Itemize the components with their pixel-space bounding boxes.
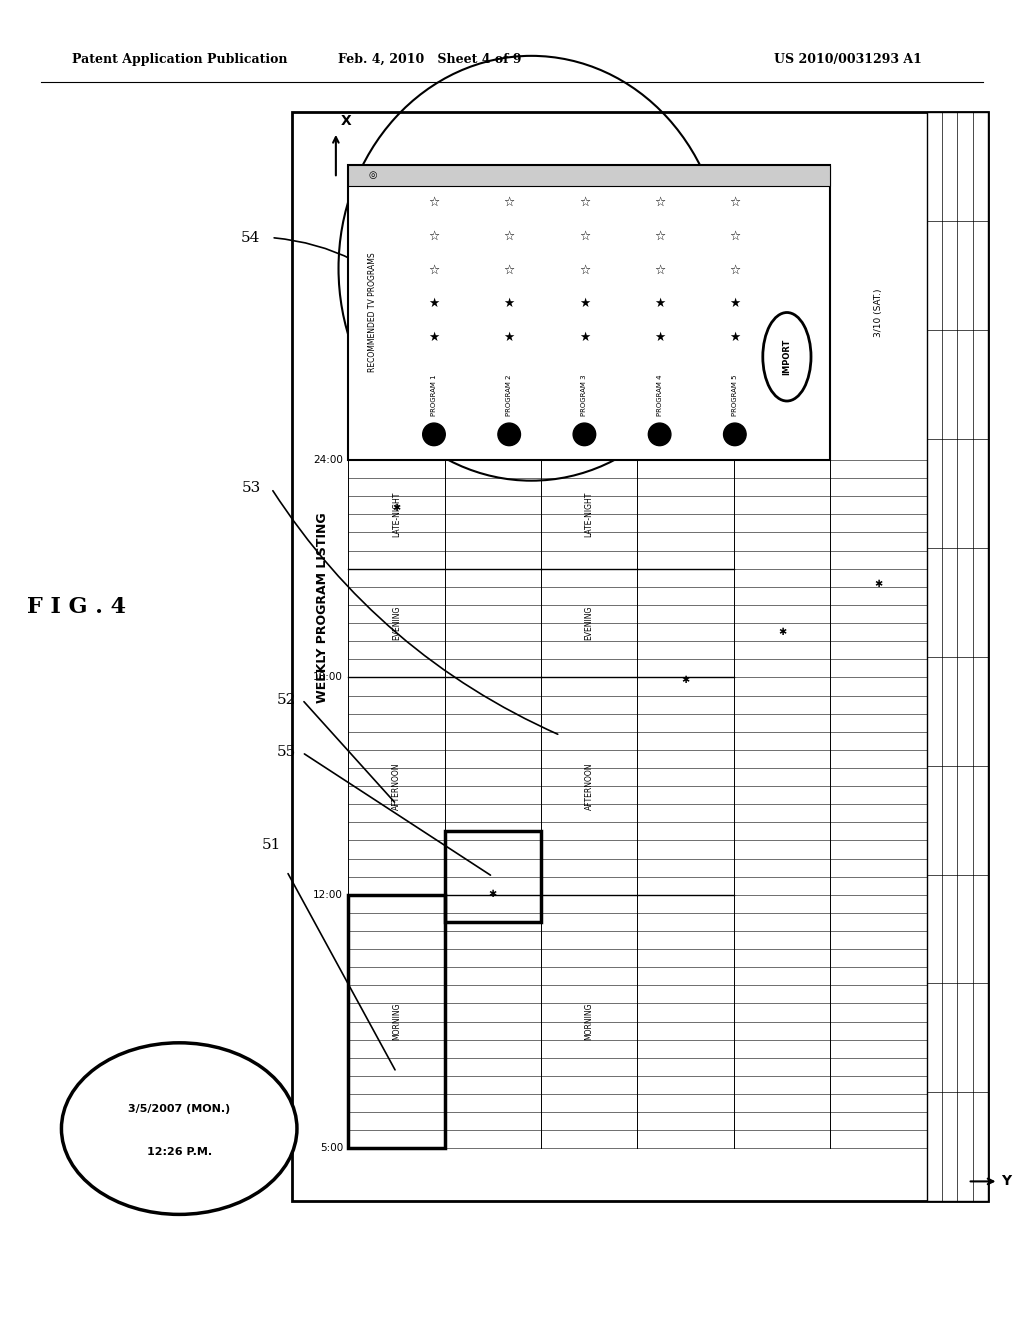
Bar — [927, 112, 988, 1201]
Text: MORNING: MORNING — [585, 1003, 594, 1040]
Text: ★: ★ — [654, 297, 666, 310]
Text: ★: ★ — [504, 297, 515, 310]
Text: 3/10 (SAT.): 3/10 (SAT.) — [874, 288, 883, 337]
Circle shape — [724, 424, 746, 446]
Text: ✱: ✱ — [778, 627, 786, 638]
Text: PROGRAM 2: PROGRAM 2 — [506, 375, 512, 416]
Text: 54: 54 — [242, 231, 260, 244]
Text: ★: ★ — [729, 331, 740, 345]
Text: 3/5/2007 (MON.): 3/5/2007 (MON.) — [128, 1104, 230, 1114]
Text: ☆: ☆ — [428, 264, 439, 276]
Text: 3/8 (THU.): 3/8 (THU.) — [681, 289, 690, 335]
Text: 53: 53 — [242, 482, 260, 495]
Circle shape — [648, 424, 671, 446]
Text: 3/6 (TUE.): 3/6 (TUE.) — [488, 290, 498, 335]
Text: 18:00: 18:00 — [313, 672, 343, 682]
Text: Patent Application Publication: Patent Application Publication — [72, 53, 287, 66]
Text: Y: Y — [1001, 1175, 1012, 1188]
Text: WEEKLY PROGRAM LISTING: WEEKLY PROGRAM LISTING — [316, 512, 329, 702]
FancyArrowPatch shape — [272, 491, 558, 734]
Bar — [348, 895, 444, 1148]
FancyArrowPatch shape — [304, 702, 394, 803]
Text: ★: ★ — [428, 297, 439, 310]
Text: ★: ★ — [729, 297, 740, 310]
Text: IMPORT: IMPORT — [782, 338, 792, 375]
Text: 5:00: 5:00 — [319, 1143, 343, 1154]
Text: 24:00: 24:00 — [313, 455, 343, 465]
Text: US 2010/0031293 A1: US 2010/0031293 A1 — [774, 53, 922, 66]
Text: RECOMMENDED TV PROGRAMS: RECOMMENDED TV PROGRAMS — [368, 252, 377, 372]
Text: ☆: ☆ — [579, 230, 590, 243]
Text: 12:26 P.M.: 12:26 P.M. — [146, 1147, 212, 1158]
Text: AFTERNOON: AFTERNOON — [585, 763, 594, 810]
Bar — [444, 832, 541, 921]
Bar — [292, 112, 988, 1201]
Text: 3/7 (WED.): 3/7 (WED.) — [585, 288, 594, 337]
Text: LATE-NIGHT: LATE-NIGHT — [585, 491, 594, 537]
Text: 52: 52 — [278, 693, 296, 706]
Text: ★: ★ — [579, 331, 590, 345]
FancyArrowPatch shape — [288, 874, 395, 1071]
Text: AFTERNOON: AFTERNOON — [392, 763, 400, 810]
Text: ★: ★ — [504, 331, 515, 345]
Text: 12:00: 12:00 — [313, 890, 343, 900]
Text: ★: ★ — [654, 331, 666, 345]
Text: LATE-NIGHT: LATE-NIGHT — [392, 491, 400, 537]
Circle shape — [573, 424, 596, 446]
Text: ☆: ☆ — [579, 197, 590, 209]
Text: ★: ★ — [428, 331, 439, 345]
Text: ☆: ☆ — [504, 264, 515, 276]
Text: ☆: ☆ — [654, 197, 666, 209]
Text: MORNING: MORNING — [392, 1003, 400, 1040]
Text: X: X — [341, 114, 351, 128]
Ellipse shape — [61, 1043, 297, 1214]
Text: ☆: ☆ — [579, 264, 590, 276]
Text: ☆: ☆ — [504, 230, 515, 243]
Text: ★: ★ — [579, 297, 590, 310]
Circle shape — [423, 424, 445, 446]
Text: ☆: ☆ — [729, 197, 740, 209]
Text: PROGRAM 4: PROGRAM 4 — [656, 375, 663, 416]
Text: PROGRAM 3: PROGRAM 3 — [582, 375, 588, 416]
Text: EVENING: EVENING — [392, 606, 400, 640]
Text: Feb. 4, 2010   Sheet 4 of 9: Feb. 4, 2010 Sheet 4 of 9 — [338, 53, 522, 66]
Text: ◎: ◎ — [368, 170, 377, 181]
Text: ☆: ☆ — [729, 264, 740, 276]
Text: 51: 51 — [262, 838, 281, 851]
Text: ✱: ✱ — [392, 503, 400, 513]
Text: F I G . 4: F I G . 4 — [28, 597, 126, 618]
Text: PROGRAM 5: PROGRAM 5 — [732, 375, 738, 416]
Text: ☆: ☆ — [428, 197, 439, 209]
Text: ✱: ✱ — [874, 579, 883, 589]
Text: EVENING: EVENING — [585, 606, 594, 640]
Text: ☆: ☆ — [729, 230, 740, 243]
Text: 3/5 (MON.): 3/5 (MON.) — [392, 288, 400, 337]
Bar — [348, 165, 830, 461]
Text: ☆: ☆ — [654, 264, 666, 276]
Text: 55: 55 — [278, 746, 296, 759]
Text: ✱: ✱ — [488, 888, 497, 899]
Text: 3/9 (FRI.): 3/9 (FRI.) — [777, 292, 786, 333]
FancyArrowPatch shape — [274, 238, 419, 310]
Bar — [348, 165, 830, 186]
Text: ☆: ☆ — [504, 197, 515, 209]
FancyArrowPatch shape — [304, 754, 490, 875]
Text: PROGRAM 1: PROGRAM 1 — [431, 375, 437, 416]
Text: ☆: ☆ — [654, 230, 666, 243]
Text: ✱: ✱ — [682, 676, 690, 685]
Circle shape — [498, 424, 520, 446]
Text: ☆: ☆ — [428, 230, 439, 243]
